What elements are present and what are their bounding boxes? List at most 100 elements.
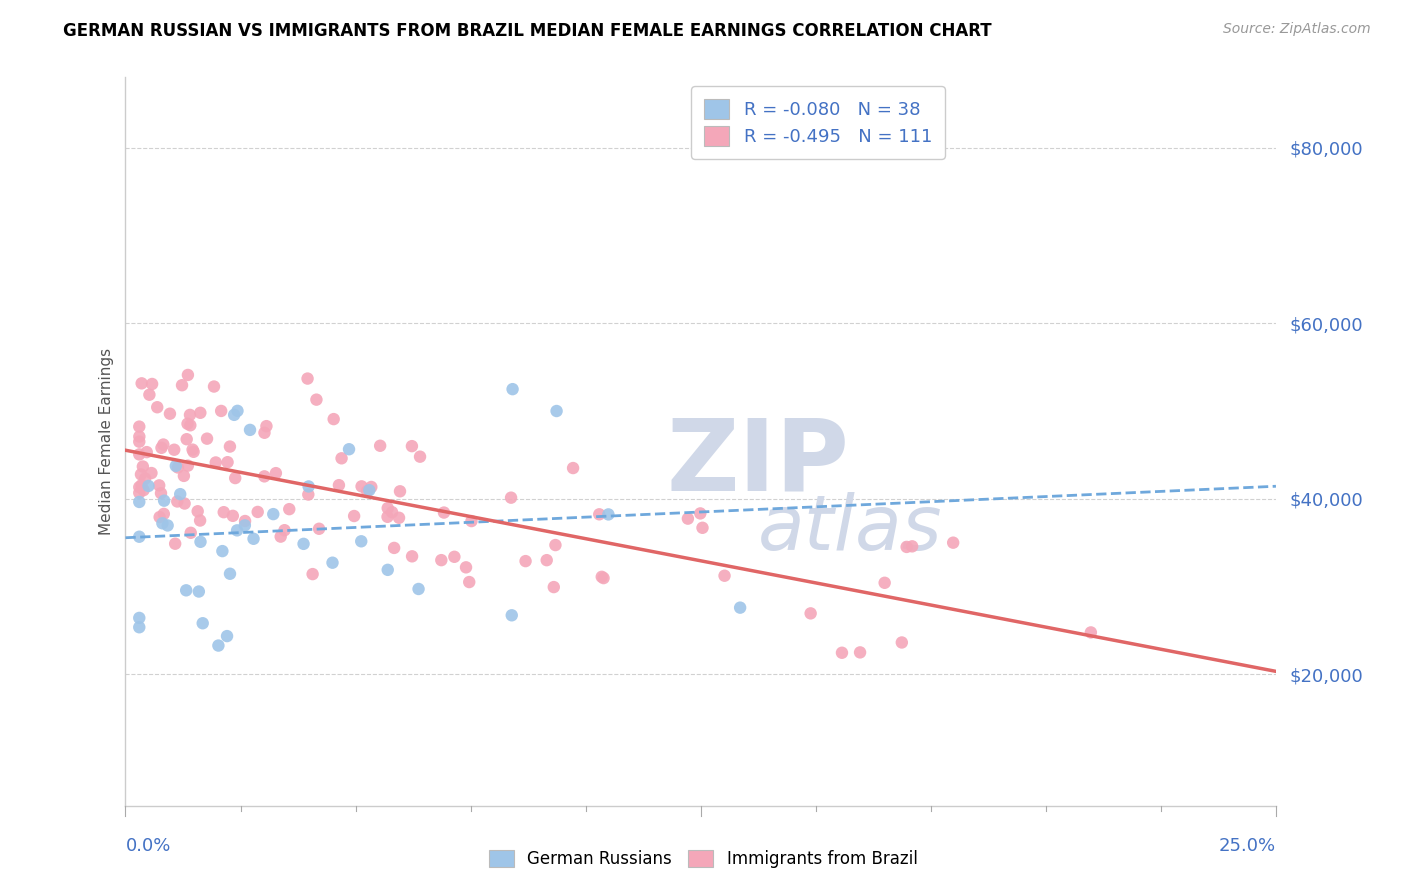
Point xyxy=(134,471,156,485)
Point xyxy=(159,407,181,421)
Point xyxy=(187,584,209,599)
Point xyxy=(174,583,197,598)
Point xyxy=(377,501,399,516)
Point xyxy=(377,563,399,577)
Point xyxy=(224,408,246,422)
Point xyxy=(454,560,477,574)
Point xyxy=(128,495,150,509)
Point xyxy=(188,406,211,420)
Point xyxy=(128,447,150,461)
Point xyxy=(308,522,330,536)
Point xyxy=(382,541,405,555)
Point xyxy=(270,530,292,544)
Point xyxy=(150,441,173,455)
Point xyxy=(135,445,157,459)
Point xyxy=(222,508,245,523)
Point xyxy=(368,439,391,453)
Text: atlas: atlas xyxy=(758,491,942,566)
Point xyxy=(588,508,610,522)
Y-axis label: Median Female Earnings: Median Female Earnings xyxy=(100,348,114,535)
Point xyxy=(849,645,872,659)
Point xyxy=(433,506,456,520)
Point xyxy=(132,459,155,474)
Text: GERMAN RUSSIAN VS IMMIGRANTS FROM BRAZIL MEDIAN FEMALE EARNINGS CORRELATION CHAR: GERMAN RUSSIAN VS IMMIGRANTS FROM BRAZIL… xyxy=(63,22,991,40)
Point xyxy=(169,487,191,501)
Point xyxy=(430,553,453,567)
Point xyxy=(305,392,328,407)
Point xyxy=(239,423,262,437)
Point xyxy=(328,478,350,492)
Point xyxy=(458,575,481,590)
Point xyxy=(728,600,751,615)
Point xyxy=(128,419,150,434)
Point xyxy=(138,388,160,402)
Point xyxy=(128,620,150,634)
Point xyxy=(183,444,205,458)
Point xyxy=(359,483,381,498)
Point xyxy=(713,568,735,582)
Point xyxy=(350,479,373,493)
Point xyxy=(262,507,284,521)
Point xyxy=(163,442,186,457)
Point xyxy=(322,412,344,426)
Point xyxy=(219,440,242,454)
Text: 25.0%: 25.0% xyxy=(1219,837,1275,855)
Point xyxy=(180,525,202,540)
Point xyxy=(360,480,382,494)
Point xyxy=(173,496,195,510)
Point xyxy=(233,518,256,533)
Point xyxy=(166,494,188,508)
Point xyxy=(377,509,399,524)
Point xyxy=(598,508,620,522)
Point xyxy=(190,534,212,549)
Point xyxy=(800,607,823,621)
Point xyxy=(246,505,269,519)
Point xyxy=(152,437,174,451)
Point xyxy=(297,371,319,385)
Point xyxy=(173,469,195,483)
Point xyxy=(1080,625,1102,640)
Point xyxy=(297,479,319,493)
Point xyxy=(273,523,295,537)
Point xyxy=(146,401,169,415)
Point xyxy=(128,485,150,500)
Point xyxy=(165,458,187,473)
Point xyxy=(224,471,246,485)
Point xyxy=(409,450,432,464)
Point xyxy=(356,484,378,499)
Point xyxy=(204,455,226,469)
Point xyxy=(211,544,233,558)
Point xyxy=(179,408,201,422)
Point xyxy=(209,404,232,418)
Point xyxy=(165,537,187,551)
Point xyxy=(128,434,150,449)
Point xyxy=(536,553,558,567)
Point xyxy=(129,467,152,482)
Legend: German Russians, Immigrants from Brazil: German Russians, Immigrants from Brazil xyxy=(482,843,924,875)
Point xyxy=(443,549,465,564)
Point xyxy=(132,483,155,497)
Point xyxy=(176,417,198,431)
Point xyxy=(202,379,225,393)
Point xyxy=(381,505,404,519)
Text: 0.0%: 0.0% xyxy=(125,837,172,855)
Point xyxy=(131,376,153,391)
Point xyxy=(242,532,264,546)
Point xyxy=(187,504,209,518)
Point xyxy=(831,646,853,660)
Point xyxy=(388,484,411,499)
Point xyxy=(253,425,276,440)
Point xyxy=(278,502,301,516)
Point xyxy=(297,487,319,501)
Point xyxy=(226,524,249,538)
Point xyxy=(191,616,214,631)
Point xyxy=(896,540,918,554)
Legend: R = -0.080   N = 38, R = -0.495   N = 111: R = -0.080 N = 38, R = -0.495 N = 111 xyxy=(692,87,945,159)
Point xyxy=(128,530,150,544)
Point xyxy=(292,537,315,551)
Point xyxy=(401,549,423,564)
Point xyxy=(128,611,150,625)
Point xyxy=(148,478,170,492)
Point xyxy=(131,478,153,492)
Point xyxy=(233,514,256,528)
